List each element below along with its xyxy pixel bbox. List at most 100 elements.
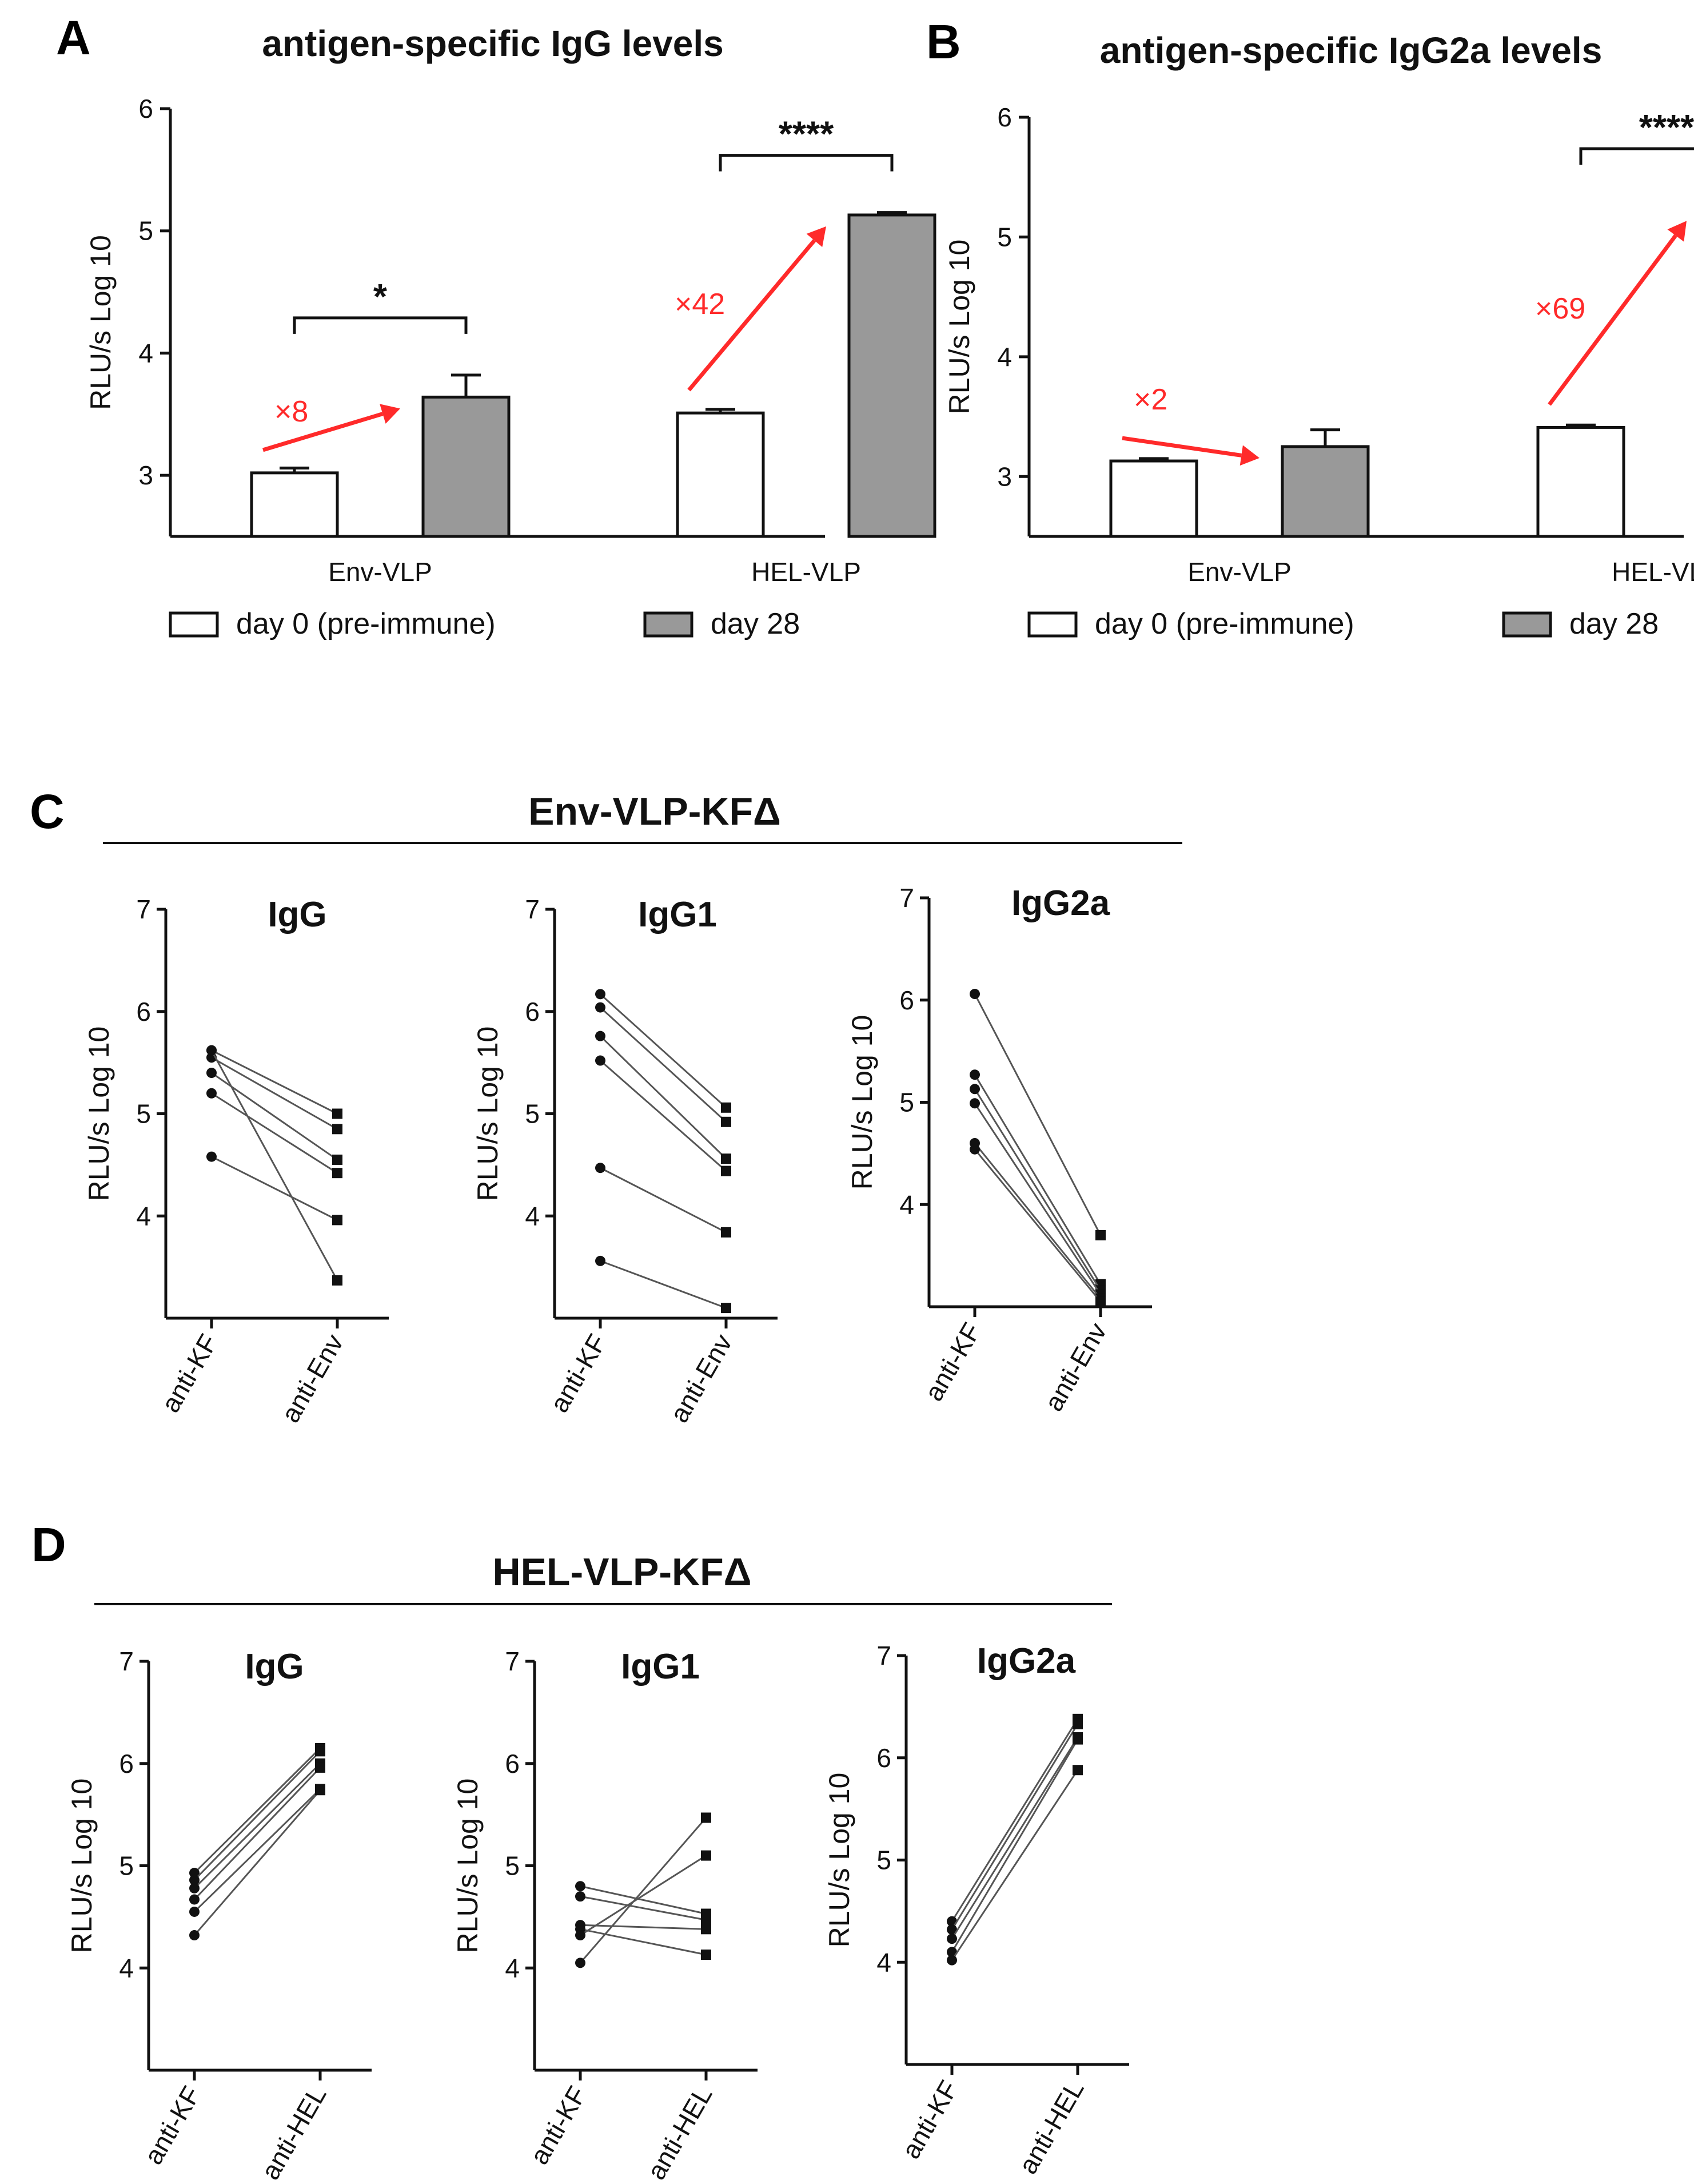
data-point-left bbox=[947, 1924, 957, 1935]
category-label: HEL-VLP bbox=[1612, 557, 1694, 587]
x-tick-label: anti-HEL bbox=[1013, 2075, 1090, 2179]
pair-line bbox=[580, 1885, 707, 1915]
fold-change-label: ×2 bbox=[1134, 383, 1167, 416]
fold-change-arrow bbox=[1122, 436, 1242, 458]
y-axis-label: RLU/s Log 10 bbox=[943, 240, 975, 415]
x-tick-label: anti-HEL bbox=[255, 2081, 332, 2184]
data-point-right bbox=[332, 1154, 342, 1165]
legend-swatch-day28 bbox=[1502, 611, 1552, 638]
x-tick-label: anti-KF bbox=[895, 2075, 963, 2163]
y-tick-label: 4 bbox=[138, 338, 153, 368]
y-tick-label: 5 bbox=[525, 1099, 540, 1129]
data-point-right bbox=[1073, 1718, 1083, 1729]
paired-plot-env-igg2a: IgG2a 4 5 6 7 RLU/s Log 10 anti-KF anti-Env bbox=[846, 883, 1152, 1416]
x-tick-label: anti-Env bbox=[664, 1329, 738, 1427]
data-point-left bbox=[189, 1930, 200, 1941]
fold-change-arrowhead bbox=[1667, 221, 1687, 242]
y-tick-label: 5 bbox=[899, 1088, 914, 1117]
pair-line bbox=[599, 1035, 727, 1160]
pair-line bbox=[600, 1167, 727, 1234]
data-point-right bbox=[721, 1116, 731, 1127]
data-point-right bbox=[1095, 1230, 1106, 1240]
pair-line bbox=[951, 1769, 1079, 1961]
data-point-right bbox=[332, 1275, 342, 1286]
pair-line bbox=[580, 1895, 707, 1921]
pair-line bbox=[193, 1751, 321, 1881]
y-tick-label: 4 bbox=[899, 1190, 914, 1219]
bar-day28 bbox=[421, 395, 511, 538]
y-axis-label: RLU/s Log 10 bbox=[85, 235, 117, 410]
significance-stars: **** bbox=[1639, 108, 1694, 148]
category-label: Env-VLP bbox=[328, 557, 432, 587]
data-point-left bbox=[970, 989, 980, 1000]
data-point-left bbox=[970, 1084, 980, 1095]
significance-stars: **** bbox=[779, 115, 834, 154]
y-tick-label: 6 bbox=[525, 997, 540, 1027]
bar-day0 bbox=[1536, 425, 1625, 538]
data-point-right bbox=[701, 1950, 711, 1960]
data-point-left bbox=[947, 1955, 957, 1966]
y-axis-label: RLU/s Log 10 bbox=[452, 1779, 484, 1954]
data-point-right bbox=[701, 1812, 711, 1823]
paired-plot-env-igg1: IgG1 4 5 6 7 RLU/s Log 10 anti-KF anti-Env bbox=[472, 894, 778, 1427]
pair-line bbox=[211, 1049, 338, 1115]
y-tick-label: 4 bbox=[997, 342, 1012, 372]
data-point-right bbox=[721, 1227, 731, 1238]
bar-chart-igg: antigen-specific IgG levels 3 4 5 6 RLU/s Lo… bbox=[85, 23, 936, 641]
panel-letter-d: D bbox=[31, 1518, 66, 1572]
y-tick-label: 5 bbox=[876, 1845, 891, 1875]
pair-line bbox=[600, 1060, 727, 1172]
pair-line bbox=[580, 1928, 707, 1956]
data-point-right bbox=[315, 1762, 325, 1773]
y-tick-label: 4 bbox=[505, 1953, 520, 1983]
y-axis-label: RLU/s Log 10 bbox=[472, 1027, 504, 1202]
data-point-right bbox=[701, 1915, 711, 1926]
data-point-left bbox=[595, 1163, 605, 1173]
pair-line bbox=[210, 1049, 338, 1281]
pair-line bbox=[974, 993, 1102, 1236]
pair-line bbox=[599, 1007, 727, 1123]
y-tick-label: 6 bbox=[136, 997, 151, 1027]
panel-letter-b: B bbox=[926, 15, 961, 69]
y-tick-label: 6 bbox=[997, 102, 1012, 132]
paired-plot-hel-igg1: IgG1 4 5 6 7 RLU/s Log 10 anti-KF anti-HEL bbox=[452, 1646, 758, 2184]
y-tick-label: 6 bbox=[505, 1749, 520, 1779]
pair-line bbox=[579, 1817, 707, 1964]
data-point-right bbox=[332, 1108, 342, 1119]
x-tick-label: anti-KF bbox=[524, 2081, 592, 2169]
significance-bracket bbox=[1579, 147, 1694, 165]
bar-chart-igg2a: antigen-specific IgG2a levels 3 4 5 6 RLU/s … bbox=[943, 30, 1694, 641]
data-point-left bbox=[575, 1891, 585, 1902]
y-tick-label: 7 bbox=[525, 894, 540, 924]
data-point-right bbox=[1073, 1734, 1083, 1745]
y-tick-label: 7 bbox=[505, 1646, 520, 1676]
pair-line bbox=[211, 1056, 338, 1130]
section-title-hel: HEL-VLP-KFΔ bbox=[492, 1550, 751, 1594]
legend-label-day28: day 28 bbox=[1569, 607, 1659, 641]
pair-line bbox=[193, 1767, 321, 1900]
fold-change-label: ×42 bbox=[675, 288, 725, 321]
bar-day0 bbox=[1109, 459, 1198, 538]
y-tick-label: 5 bbox=[119, 1851, 134, 1881]
data-point-left bbox=[189, 1883, 200, 1893]
x-tick-label: anti-Env bbox=[1038, 1318, 1112, 1416]
pair-line bbox=[580, 1924, 707, 1930]
pair-line bbox=[193, 1789, 321, 1936]
data-point-left bbox=[595, 1031, 605, 1041]
y-tick-label: 7 bbox=[119, 1646, 134, 1676]
significance-bracket bbox=[719, 154, 894, 172]
data-point-right bbox=[721, 1165, 731, 1176]
fold-change-arrow bbox=[262, 412, 384, 452]
pair-line bbox=[600, 1260, 727, 1309]
data-point-left bbox=[970, 1098, 980, 1109]
fold-change-arrowhead bbox=[806, 226, 826, 248]
data-point-left bbox=[970, 1144, 980, 1155]
data-point-right bbox=[1073, 1765, 1083, 1776]
pair-line bbox=[951, 1737, 1079, 1939]
plot-title: IgG bbox=[268, 895, 326, 934]
pair-line bbox=[974, 1103, 1102, 1295]
chart-title: antigen-specific IgG2a levels bbox=[1100, 30, 1603, 71]
x-tick-label: anti-KF bbox=[544, 1329, 612, 1417]
y-tick-label: 7 bbox=[136, 894, 151, 924]
